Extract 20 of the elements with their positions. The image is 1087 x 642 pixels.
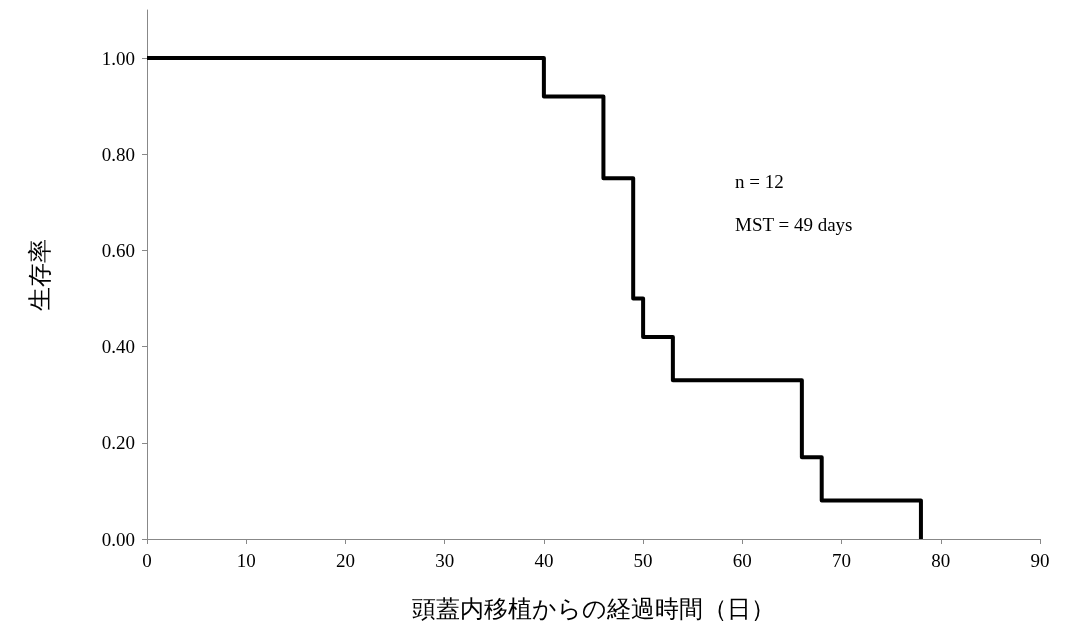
x-tick-label: 90 <box>1030 550 1050 571</box>
y-axis-title: 生存率 <box>27 238 53 311</box>
x-tick-label: 0 <box>142 550 152 571</box>
y-tick-label: 0.60 <box>101 239 135 261</box>
annotation: MST = 49 days <box>735 214 853 235</box>
annotation: n = 12 <box>735 171 784 192</box>
x-tick-label: 80 <box>931 550 951 571</box>
x-tick-label: 50 <box>633 550 653 571</box>
x-tick-label: 70 <box>832 550 852 571</box>
x-tick-label: 60 <box>732 550 752 571</box>
x-tick-label: 30 <box>435 550 455 571</box>
y-tick-label: 0.00 <box>101 528 135 550</box>
y-tick-label: 1.00 <box>101 47 135 69</box>
x-tick-label: 10 <box>236 550 256 571</box>
y-tick-label: 0.40 <box>101 336 135 358</box>
y-tick-label: 0.80 <box>101 143 135 165</box>
x-tick-label: 40 <box>534 550 554 571</box>
y-tick-label: 0.20 <box>101 432 135 454</box>
x-tick-label: 20 <box>335 550 355 571</box>
x-axis-title: 頭蓋内移植からの経過時間（日） <box>412 596 775 622</box>
